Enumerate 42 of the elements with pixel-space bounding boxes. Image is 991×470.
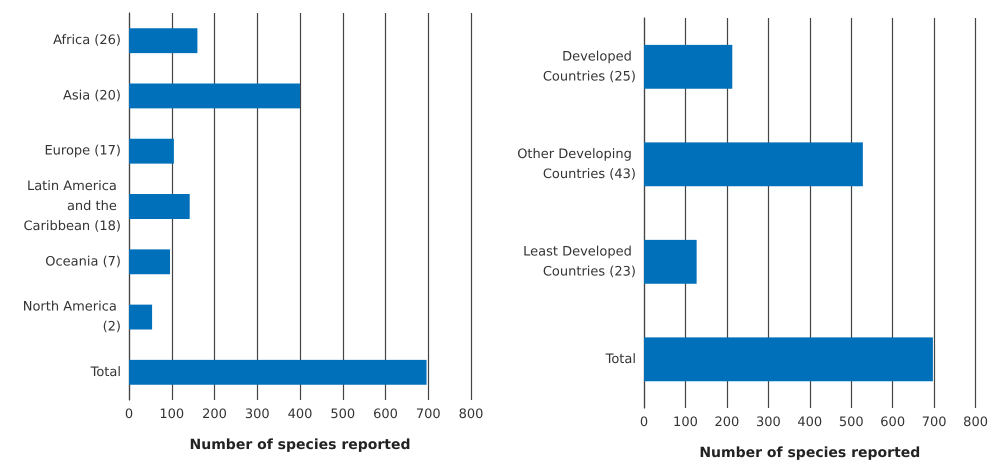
x-tick-label: 100 [673,415,698,430]
x-tick-label: 400 [288,407,312,422]
x-tick-label: 700 [922,415,947,430]
x-tick-label: 100 [159,407,184,422]
bar [644,142,863,186]
x-tick-label: 800 [458,407,484,422]
x-tick-label: 0 [640,415,648,430]
y-tick-label: Total [604,352,636,367]
x-axis-title: Number of species reported [699,445,920,461]
x-tick-label: 800 [963,415,988,430]
x-tick-label: 300 [756,415,781,430]
x-tick-label: 600 [373,407,398,422]
x-tick-label: 600 [880,415,906,430]
x-tick-label: 200 [714,415,740,430]
y-tick-label: North America (2) [22,300,121,335]
y-tick-label: Europe (17) [44,144,121,159]
x-axis-title: Number of species reported [190,437,410,453]
x-tick-label: 400 [797,415,822,430]
bar [644,337,933,382]
y-tick-label: Least Developed Countries (23) [523,244,636,280]
y-tick-label: Oceania (7) [45,254,121,270]
y-tick-label: Other Developing Countries (43) [517,146,636,182]
bar [129,138,174,164]
bar [644,44,732,89]
bar [129,304,152,330]
y-tick-label: Latin America and the Caribbean (18) [23,179,121,234]
x-tick-label: 500 [838,415,864,430]
y-tick-label: Africa (26) [53,33,121,48]
x-tick-label: 0 [124,407,134,422]
bar [129,28,198,54]
x-tick-label: 500 [330,407,356,422]
x-tick-label: 300 [244,407,270,422]
x-tick-label: 700 [416,407,441,422]
y-tick-label: Asia (20) [62,88,121,104]
bar [129,83,300,108]
bar [129,194,190,219]
y-tick-label: Developed Countries (25) [542,49,636,84]
x-tick-label: 200 [202,407,227,422]
bar [644,240,697,284]
y-tick-label: Total [90,364,121,380]
bar [129,360,427,385]
bar [129,249,170,274]
